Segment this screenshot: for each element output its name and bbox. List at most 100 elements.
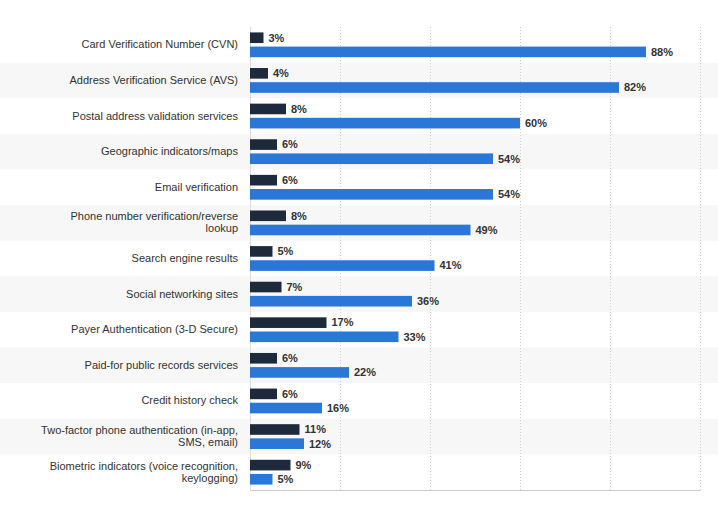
x-tick: [250, 27, 251, 490]
data-label: 16%: [327, 402, 349, 414]
grid-line: [700, 27, 701, 490]
bar: [250, 68, 268, 79]
x-tick: [430, 27, 431, 490]
category-label: Geographic indicators/maps: [101, 145, 238, 157]
x-tick: [700, 27, 701, 490]
bar: [250, 139, 277, 150]
category-label: Email verification: [155, 181, 238, 193]
bar: [250, 474, 273, 485]
category-label-line: lookup: [206, 222, 238, 234]
bar: [250, 296, 412, 307]
data-label: 60%: [525, 117, 547, 129]
y-tick: Two-factor phone authentication (in-app,…: [41, 424, 250, 448]
data-label: 5%: [278, 245, 294, 257]
y-tick: Card Verification Number (CVN): [82, 38, 251, 50]
bar: [250, 403, 322, 414]
data-label: 12%: [309, 438, 331, 450]
category-label-line: SMS, email): [178, 436, 238, 448]
data-label: 6%: [282, 174, 298, 186]
bar: [250, 82, 619, 93]
row-background: [0, 348, 718, 384]
data-label: 88%: [651, 46, 673, 58]
category-label-line: Search engine results: [132, 252, 239, 264]
category-label-line: Social networking sites: [126, 288, 238, 300]
bar: [250, 460, 291, 471]
bar: [250, 32, 264, 43]
bar: [250, 104, 286, 115]
row-background: [0, 134, 718, 170]
data-label: 36%: [417, 295, 439, 307]
bar: [250, 210, 286, 221]
bar: [250, 260, 435, 271]
bar: [250, 332, 399, 343]
category-label: Address Verification Service (AVS): [69, 74, 238, 86]
data-label: 8%: [291, 210, 307, 222]
bar: [250, 118, 520, 129]
data-label: 11%: [305, 423, 327, 435]
category-label-line: Payer Authentication (3-D Secure): [71, 323, 238, 335]
category-label: Payer Authentication (3-D Secure): [71, 323, 238, 335]
data-label: 9%: [296, 459, 312, 471]
category-label-line: Credit history check: [141, 394, 238, 406]
y-tick: Address Verification Service (AVS): [69, 74, 250, 86]
category-label: Postal address validation services: [72, 110, 238, 122]
category-label-line: Email verification: [155, 181, 238, 193]
x-tick: [610, 27, 611, 490]
data-label: 41%: [440, 259, 462, 271]
data-labels: 3%4%8%6%6%8%5%7%17%6%6%11%9%88%82%60%54%…: [269, 32, 674, 486]
data-label: 6%: [282, 388, 298, 400]
y-tick: Biometric indicators (voice recognition,…: [50, 460, 250, 484]
bars: [250, 32, 646, 484]
data-label: 22%: [354, 366, 376, 378]
data-label: 6%: [282, 352, 298, 364]
row-background: [0, 63, 718, 99]
category-label: Social networking sites: [126, 288, 238, 300]
x-axis: [251, 27, 701, 491]
y-axis-line: [250, 28, 251, 491]
bar: [250, 246, 273, 257]
category-label: Phone number verification/reverselookup: [70, 210, 238, 234]
y-tick: Credit history check: [141, 394, 250, 406]
category-label: Two-factor phone authentication (in-app,…: [41, 424, 238, 448]
grid-line: [430, 27, 431, 490]
data-label: 33%: [404, 331, 426, 343]
bar: [250, 153, 493, 164]
grid-line: [520, 27, 521, 490]
y-tick: Geographic indicators/maps: [101, 145, 250, 157]
category-label-line: Biometric indicators (voice recognition,: [50, 460, 238, 472]
bar: [250, 353, 277, 364]
data-label: 8%: [291, 103, 307, 115]
data-label: 17%: [332, 316, 354, 328]
category-label-line: Phone number verification/reverse: [70, 210, 238, 222]
bar: [250, 424, 300, 435]
bar: [250, 175, 277, 186]
category-label-line: Geographic indicators/maps: [101, 145, 238, 157]
category-label-line: Two-factor phone authentication (in-app,: [41, 424, 238, 436]
bar: [250, 389, 277, 400]
bar: [250, 317, 327, 328]
y-tick: Paid-for public records services: [85, 359, 250, 371]
bar: [250, 438, 304, 449]
data-label: 54%: [498, 153, 520, 165]
row-background: [0, 419, 718, 455]
category-label-line: Postal address validation services: [72, 110, 238, 122]
x-tick: [340, 27, 341, 490]
category-label: Card Verification Number (CVN): [82, 38, 239, 50]
y-tick: Search engine results: [132, 252, 250, 264]
category-label-line: Paid-for public records services: [85, 359, 239, 371]
bar: [250, 225, 471, 236]
data-label: 3%: [269, 32, 285, 44]
data-label: 7%: [287, 281, 303, 293]
data-label: 49%: [476, 224, 498, 236]
x-axis-line: [251, 490, 701, 491]
bar: [250, 189, 493, 200]
category-label: Biometric indicators (voice recognition,…: [50, 460, 238, 484]
y-tick: Phone number verification/reverselookup: [70, 210, 250, 234]
data-label: 54%: [498, 188, 520, 200]
category-label-line: Card Verification Number (CVN): [82, 38, 239, 50]
y-tick: Social networking sites: [126, 288, 250, 300]
data-label: 5%: [278, 473, 294, 485]
category-label: Search engine results: [132, 252, 239, 264]
category-label-line: keylogging): [182, 472, 238, 484]
series: [250, 47, 646, 485]
